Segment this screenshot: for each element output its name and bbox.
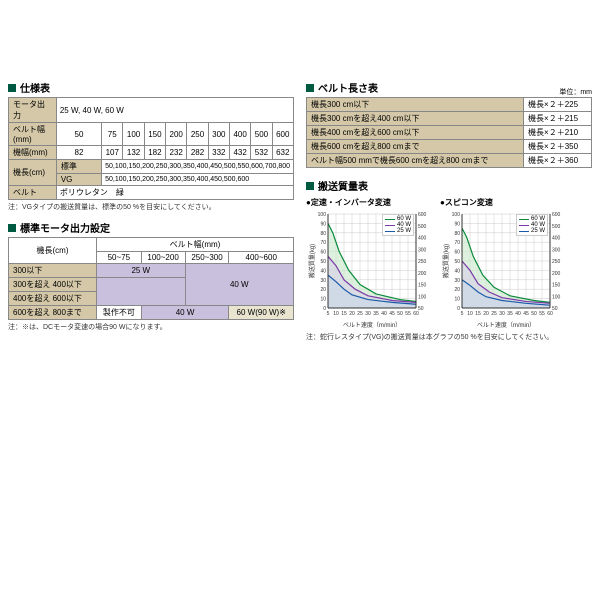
svg-text:150: 150 <box>418 283 427 289</box>
svg-text:100: 100 <box>552 294 561 300</box>
svg-text:200: 200 <box>552 271 561 277</box>
svg-text:25: 25 <box>491 311 497 317</box>
svg-text:5: 5 <box>461 311 464 317</box>
svg-text:30: 30 <box>365 311 371 317</box>
belt-header: ベルト長さ表 <box>306 80 378 95</box>
svg-text:50: 50 <box>397 311 403 317</box>
svg-text:600: 600 <box>552 212 561 218</box>
svg-text:50: 50 <box>531 311 537 317</box>
svg-text:15: 15 <box>475 311 481 317</box>
svg-text:80: 80 <box>454 231 460 237</box>
bullet-icon <box>306 84 314 92</box>
svg-text:ベルト速度（m/min）: ベルト速度（m/min） <box>477 321 535 329</box>
svg-text:70: 70 <box>454 240 460 246</box>
svg-text:10: 10 <box>454 297 460 303</box>
svg-text:50: 50 <box>454 259 460 265</box>
spec-title: 仕様表 <box>20 80 50 95</box>
chart2: 0102030405060708090100510152025303540455… <box>440 210 568 330</box>
svg-text:15: 15 <box>341 311 347 317</box>
svg-text:30: 30 <box>454 278 460 284</box>
svg-text:90: 90 <box>454 221 460 227</box>
charts-note: 注：蛇行レスタイプ(VG)の搬送質量は本グラフの50 %を目安にしてください。 <box>306 332 592 342</box>
chart2-title: ●スピコン変速 <box>440 197 568 208</box>
svg-text:45: 45 <box>523 311 529 317</box>
bullet-icon <box>306 182 314 190</box>
svg-text:90: 90 <box>320 221 326 227</box>
svg-text:80: 80 <box>320 231 326 237</box>
svg-text:70: 70 <box>320 240 326 246</box>
svg-text:20: 20 <box>483 311 489 317</box>
svg-text:50: 50 <box>320 259 326 265</box>
svg-text:500: 500 <box>552 224 561 230</box>
svg-text:ベルト速度（m/min）: ベルト速度（m/min） <box>343 321 401 329</box>
charts-header: 搬送質量表 <box>306 178 592 193</box>
svg-text:400: 400 <box>552 236 561 242</box>
svg-text:35: 35 <box>507 311 513 317</box>
svg-text:30: 30 <box>320 278 326 284</box>
svg-text:600: 600 <box>418 212 427 218</box>
belt-table: 機長300 cm以下機長×２＋225機長300 cmを超え400 cm以下機長×… <box>306 97 592 168</box>
spec-header: 仕様表 <box>8 80 294 95</box>
svg-text:20: 20 <box>320 287 326 293</box>
motor-header: 標準モータ出力設定 <box>8 220 294 235</box>
svg-text:50: 50 <box>552 306 558 312</box>
belt-unit: 単位：mm <box>559 87 592 97</box>
svg-text:55: 55 <box>405 311 411 317</box>
svg-text:60: 60 <box>320 250 326 256</box>
svg-text:100: 100 <box>418 294 427 300</box>
svg-text:45: 45 <box>389 311 395 317</box>
charts-title: 搬送質量表 <box>318 178 368 193</box>
svg-text:40: 40 <box>515 311 521 317</box>
bullet-icon <box>8 224 16 232</box>
belt-title: ベルト長さ表 <box>318 80 378 95</box>
svg-text:500: 500 <box>418 224 427 230</box>
svg-text:300: 300 <box>418 247 427 253</box>
svg-text:60: 60 <box>454 250 460 256</box>
svg-text:5: 5 <box>327 311 330 317</box>
chart1: 0102030405060708090100510152025303540455… <box>306 210 434 330</box>
motor-table: 機長(cm)ベルト幅(mm) 50~75100~200250~300400~60… <box>8 237 294 320</box>
svg-text:25: 25 <box>357 311 363 317</box>
svg-text:40: 40 <box>320 268 326 274</box>
svg-text:搬送質量(kg): 搬送質量(kg) <box>442 244 450 278</box>
svg-text:250: 250 <box>552 259 561 265</box>
spec-table: モータ出力25 W, 40 W, 60 W ベルト幅(mm)5075100150… <box>8 97 294 200</box>
svg-text:40: 40 <box>381 311 387 317</box>
svg-text:20: 20 <box>454 287 460 293</box>
svg-text:40: 40 <box>454 268 460 274</box>
svg-text:10: 10 <box>333 311 339 317</box>
svg-text:250: 250 <box>418 259 427 265</box>
motor-title: 標準モータ出力設定 <box>20 220 110 235</box>
svg-text:150: 150 <box>552 283 561 289</box>
motor-note: 注：※は、DCモータ変速の場合90 Wになります。 <box>8 322 294 332</box>
svg-text:200: 200 <box>418 271 427 277</box>
spec-note: 注：VGタイプの搬送質量は、標準の50 %を目安にしてください。 <box>8 202 294 212</box>
svg-text:300: 300 <box>552 247 561 253</box>
svg-text:100: 100 <box>452 212 461 218</box>
svg-text:30: 30 <box>499 311 505 317</box>
svg-text:100: 100 <box>318 212 327 218</box>
svg-text:搬送質量(kg): 搬送質量(kg) <box>308 244 316 278</box>
svg-text:20: 20 <box>349 311 355 317</box>
svg-text:10: 10 <box>467 311 473 317</box>
svg-text:400: 400 <box>418 236 427 242</box>
svg-text:55: 55 <box>539 311 545 317</box>
bullet-icon <box>8 84 16 92</box>
svg-text:35: 35 <box>373 311 379 317</box>
svg-text:50: 50 <box>418 306 424 312</box>
svg-text:10: 10 <box>320 297 326 303</box>
chart1-title: ●定速・インバータ変速 <box>306 197 434 208</box>
